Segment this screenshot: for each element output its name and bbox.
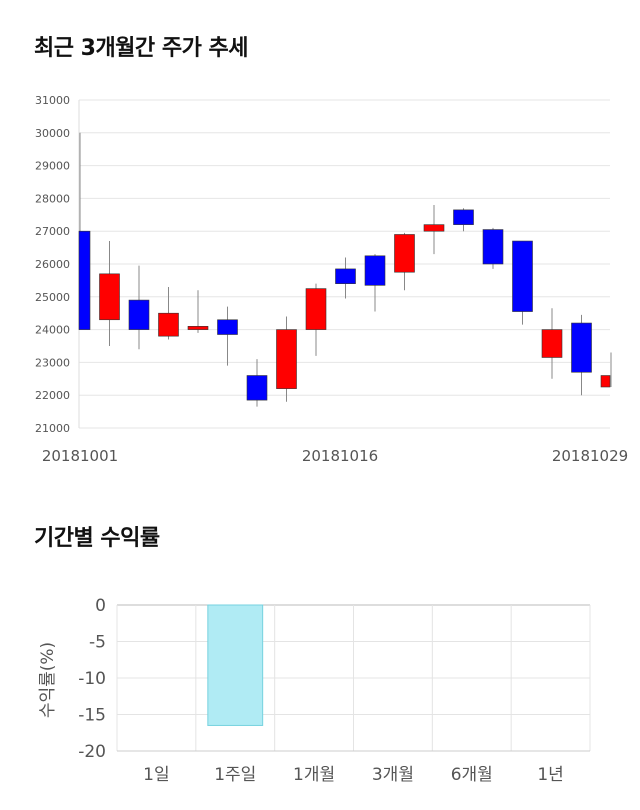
candle [246,359,268,407]
y-tick-label: 22000 [35,389,70,402]
y-axis-label: 수익률(%) [38,642,58,718]
candle-body [128,299,150,330]
candle [512,240,533,325]
candle-body [305,288,327,330]
candle-body [335,268,356,284]
candle-body [423,224,445,232]
candle [453,208,474,232]
candle-body [394,234,415,273]
candle [128,265,150,350]
candle [423,204,445,255]
candle [78,132,91,330]
candle-body [78,230,91,330]
candle [482,227,504,269]
candle-body [541,329,563,358]
y-tick-label: 28000 [35,192,70,205]
candle-body [246,375,268,401]
candle-body [482,229,504,265]
candle [305,283,327,356]
x-category-label: 1개월 [293,765,335,785]
candle-body [158,312,179,337]
candle-body [364,255,386,286]
x-tick-label: 20181029 [552,447,628,465]
y-tick-label: -10 [78,669,106,689]
y-tick-label: 25000 [35,291,70,304]
x-category-label: 1년 [537,765,563,785]
y-tick-label: 27000 [35,225,70,238]
candle [187,290,209,333]
y-tick-label: -5 [89,633,106,653]
return-bar [207,604,264,726]
y-tick-label: 0 [95,596,106,616]
candle-body [187,326,209,330]
x-category-label: 1주일 [214,765,256,785]
candle-body [512,240,533,312]
candle [364,254,386,312]
candle-body [571,322,592,373]
candle [217,306,238,366]
y-tick-label: 29000 [35,160,70,173]
candle-body [276,329,297,389]
candle-body [99,273,120,321]
candle [158,286,179,340]
y-tick-label: -15 [78,706,106,726]
y-tick-label: 30000 [35,127,70,140]
candle-body [600,375,611,388]
x-category-label: 3개월 [372,765,414,785]
candle [276,316,297,402]
x-category-label: 1일 [143,765,169,785]
y-tick-label: 23000 [35,356,70,369]
period-return-title: 기간별 수익률 [34,526,160,551]
candle-body [453,209,474,225]
candle-body [217,319,238,335]
y-tick-label: 31000 [35,94,70,107]
y-tick-label: 21000 [35,422,70,435]
y-tick-label: 26000 [35,258,70,271]
candlestick-chart: 21000 22000 23000 24000 25000 26000 27000 28000… [35,94,628,465]
candle [571,314,592,396]
stock-trend-title: 최근 3개월간 주가 추세 [34,36,248,61]
x-tick-label: 20181001 [42,447,118,465]
candle [600,352,612,388]
y-tick-label: -20 [78,742,106,762]
candle [99,241,120,346]
candle [394,232,415,291]
x-tick-label: 20181016 [302,447,378,465]
candle [541,308,563,379]
y-tick-label: 24000 [35,324,70,337]
candle [335,257,356,299]
x-category-label: 6개월 [451,765,493,785]
